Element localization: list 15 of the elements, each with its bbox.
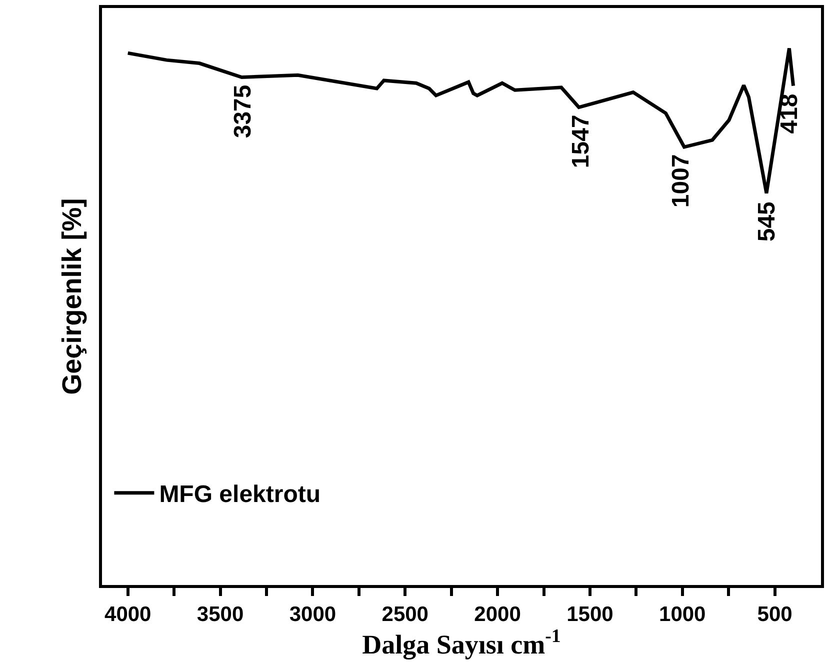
x-tick-label: 4000 bbox=[104, 603, 152, 626]
x-tick-label: 3500 bbox=[196, 603, 244, 626]
annotation: 1007 bbox=[668, 154, 695, 208]
x-tick-label: 2000 bbox=[474, 603, 521, 626]
x-tick-label: 1000 bbox=[659, 603, 706, 626]
x-tick-label: 1500 bbox=[566, 603, 614, 626]
legend-label: MFG elektrotu bbox=[159, 481, 321, 508]
x-tick-label: 3000 bbox=[289, 603, 336, 626]
y-axis-title: Geçirgenlik [%] bbox=[57, 198, 88, 395]
x-tick-label: 500 bbox=[757, 603, 792, 626]
annotation: 545 bbox=[753, 202, 780, 242]
annotation: 3375 bbox=[230, 84, 257, 138]
x-axis-title: Dalga Sayısı cm$^{-1}$ bbox=[362, 626, 561, 660]
x-tick-label: 2500 bbox=[382, 603, 428, 626]
annotation: 1547 bbox=[567, 114, 594, 168]
